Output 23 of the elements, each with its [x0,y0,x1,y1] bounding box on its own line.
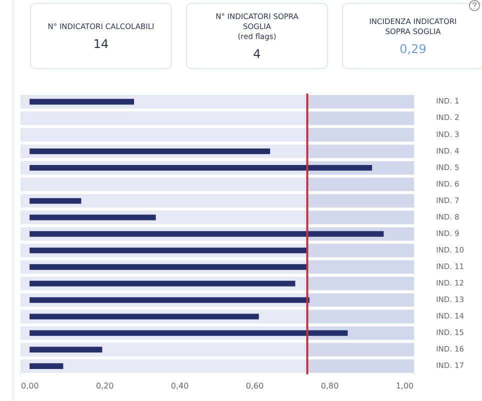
bar [30,198,82,204]
bar [30,330,348,336]
x-tick-label: 0,60 [246,381,264,390]
data-label: 14 [93,36,109,50]
x-tick-label: 0,00 [21,381,39,390]
bar [30,231,384,237]
bar [30,165,372,171]
bar [30,363,64,369]
x-tick-label: 1,00 [396,381,414,390]
bar [30,297,310,303]
bar [30,314,259,320]
x-tick-label: 0,40 [170,381,189,390]
bar [30,98,134,105]
x-tick-label: 0,20 [96,381,114,390]
bar [30,346,102,352]
x-tick-label: 0,80 [320,381,339,390]
bar [30,264,307,270]
data-label: 0,29 [400,42,426,56]
bar [30,148,270,154]
bar [30,280,296,286]
bar [30,248,307,254]
data-label: 4 [253,46,261,60]
bar [30,214,156,220]
